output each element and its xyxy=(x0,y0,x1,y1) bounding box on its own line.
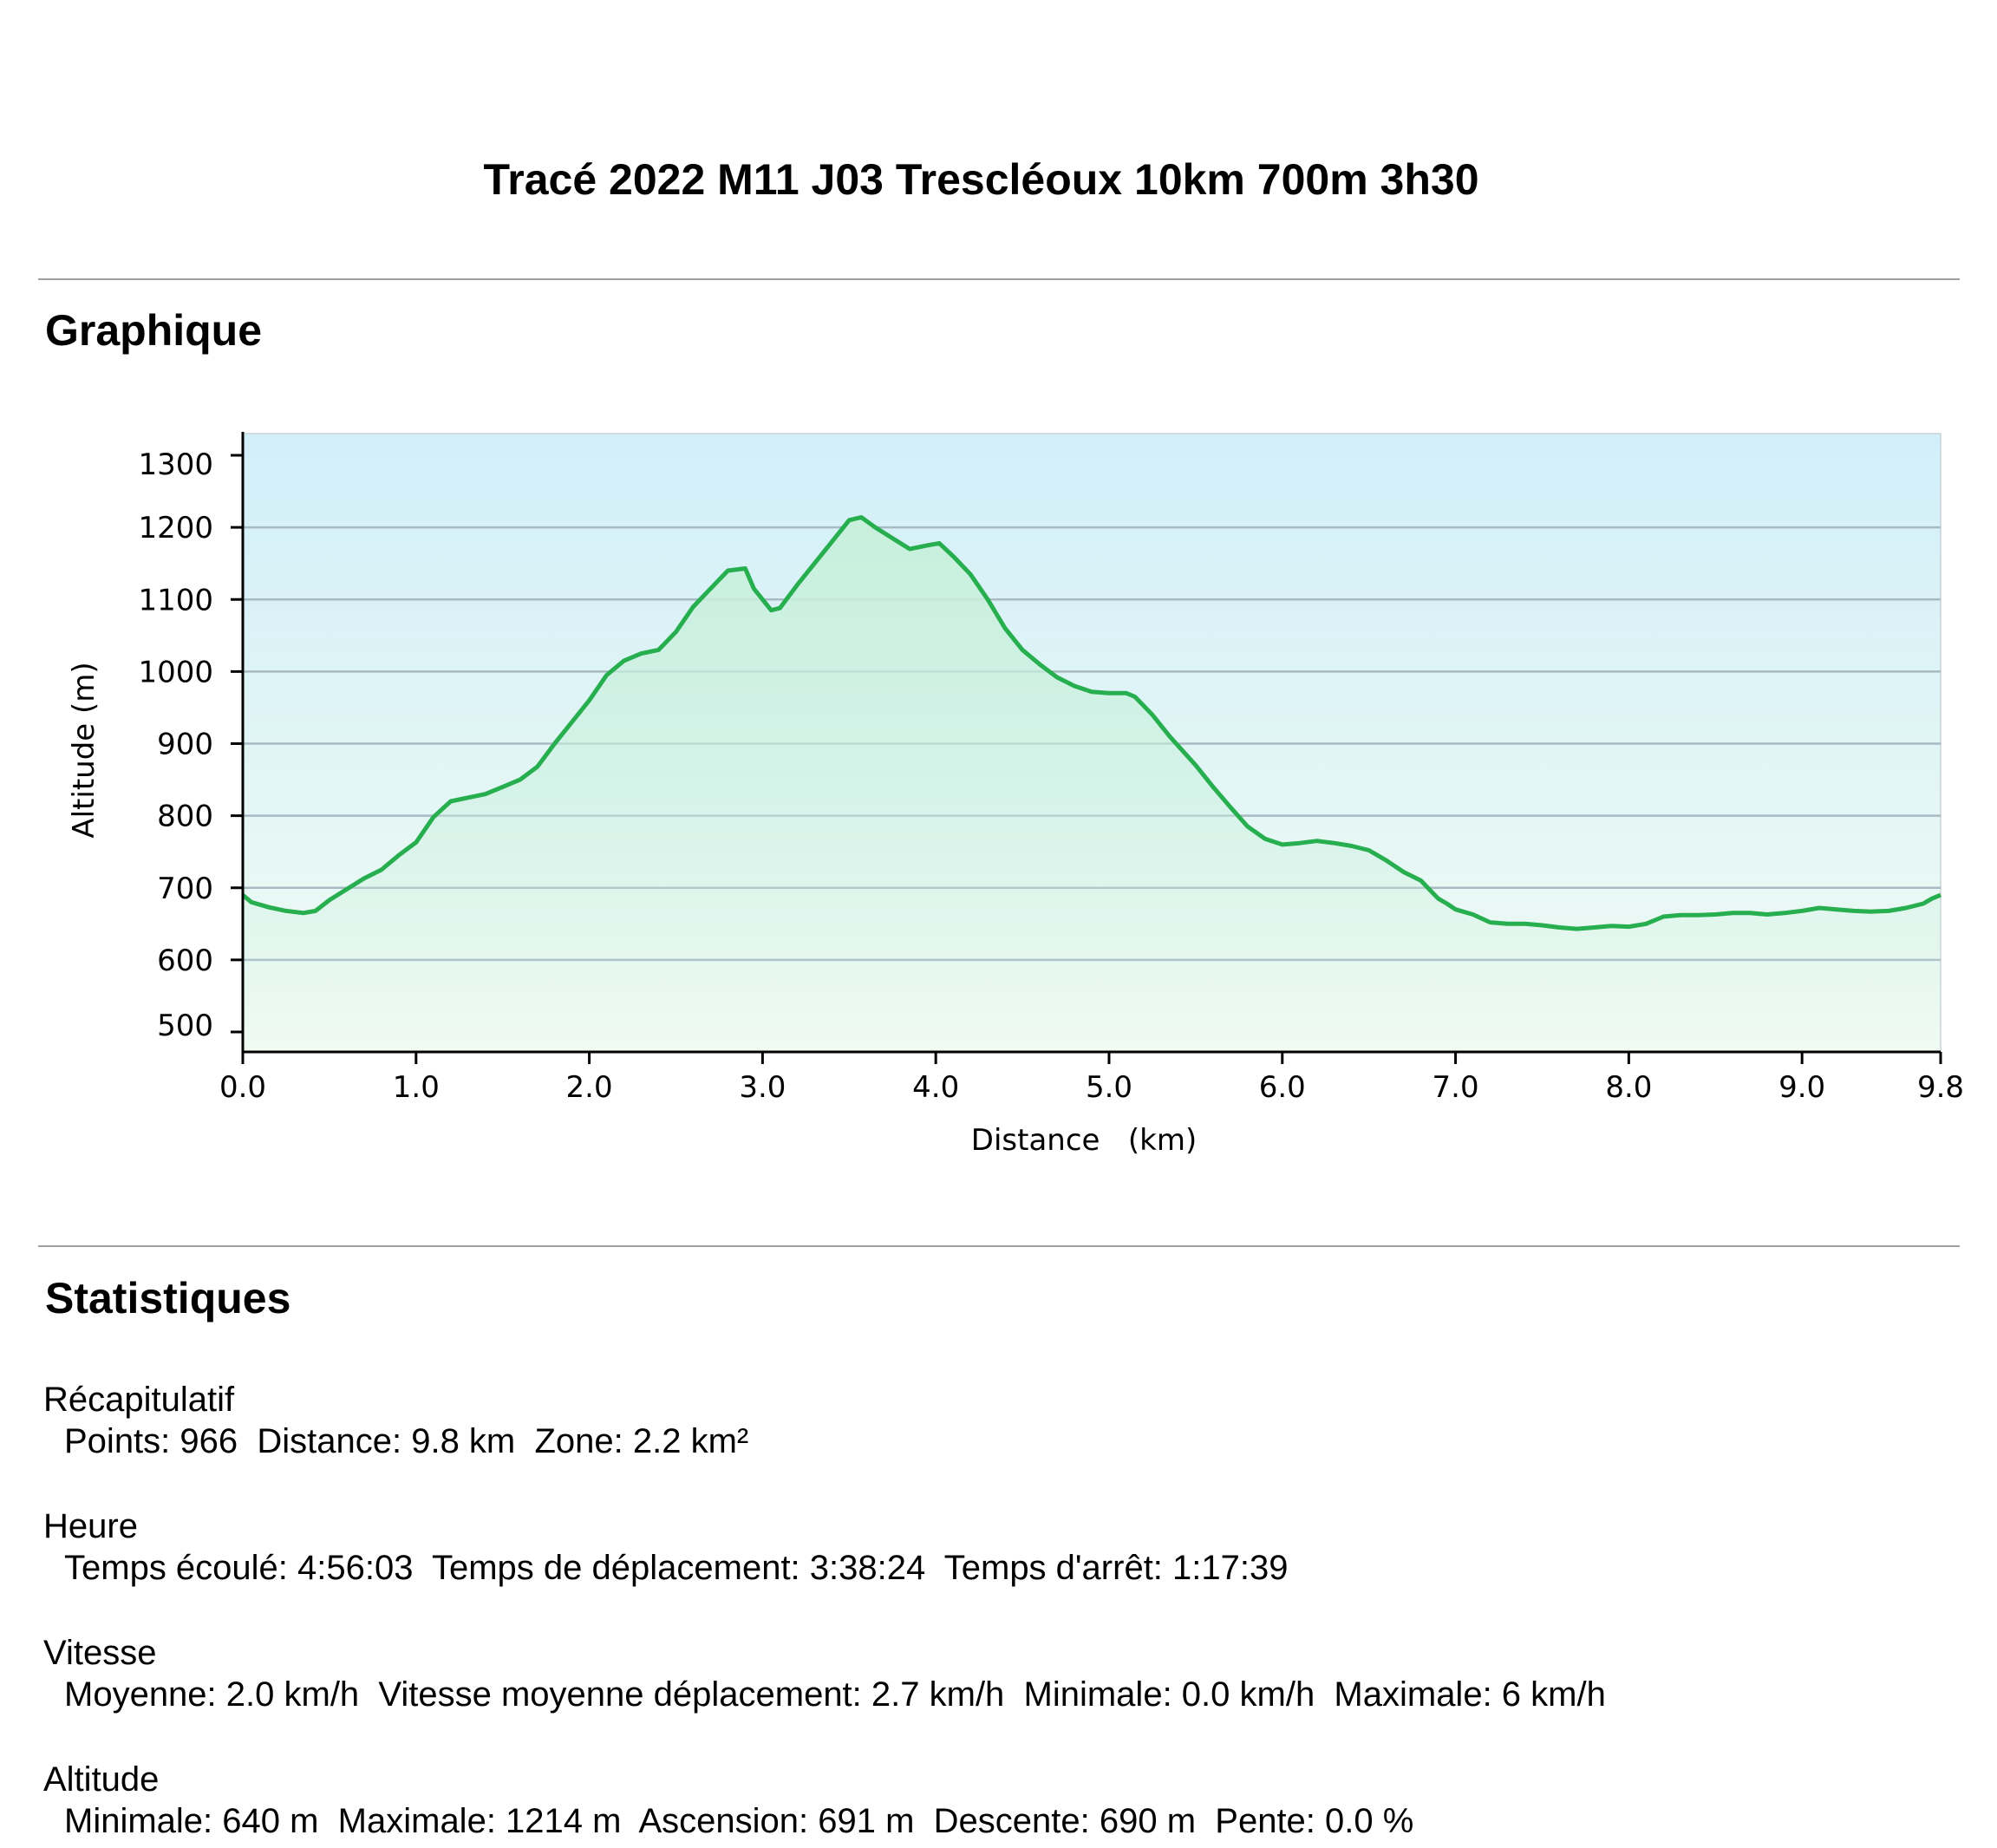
x-tick-label: 1.0 xyxy=(393,1070,440,1105)
section-title-stats: Statistiques xyxy=(45,1274,291,1322)
y-tick-label: 1000 xyxy=(138,655,213,689)
y-axis-ticks: 500 600 700 800 900 1000 1100 1200 1300 xyxy=(138,447,243,1043)
x-tick-label: 5.0 xyxy=(1086,1070,1132,1105)
x-tick-label: 7.0 xyxy=(1432,1070,1479,1105)
y-tick-label: 900 xyxy=(157,728,213,762)
section-title-graph: Graphique xyxy=(45,306,263,355)
y-tick-label: 1100 xyxy=(138,583,213,617)
divider xyxy=(38,1245,1960,1247)
stat-heading-speed: Vitesse xyxy=(43,1634,157,1672)
elevation-chart: 0.0 1.0 2.0 3.0 4.0 5.0 6.0 7.0 8.0 9.0 9.8 500 600… xyxy=(67,432,1964,1158)
stat-heading-recap: Récapitulatif xyxy=(43,1381,235,1419)
y-tick-label: 1300 xyxy=(138,447,213,482)
x-tick-label: 4.0 xyxy=(912,1070,959,1105)
elevation-line xyxy=(241,515,1942,931)
x-axis-label: Distance (km) xyxy=(971,1123,1197,1158)
stat-heading-time: Heure xyxy=(43,1507,138,1545)
x-tick-label: 2.0 xyxy=(566,1070,613,1105)
x-tick-label: 0.0 xyxy=(219,1070,266,1105)
stat-line-recap: Points: 966 Distance: 9.8 km Zone: 2.2 k… xyxy=(64,1422,749,1460)
y-axis-label: Altitude (m) xyxy=(67,662,101,838)
y-tick-label: 600 xyxy=(157,944,213,978)
y-tick-label: 500 xyxy=(157,1009,213,1043)
stat-heading-altitude: Altitude xyxy=(43,1760,160,1799)
document-title: Tracé 2022 M11 J03 Trescléoux 10km 700m … xyxy=(483,155,1479,204)
x-tick-label: 9.0 xyxy=(1778,1070,1825,1105)
y-tick-label: 700 xyxy=(157,872,213,906)
y-tick-label: 1200 xyxy=(138,511,213,545)
x-tick-label: 8.0 xyxy=(1605,1070,1652,1105)
elevation-area xyxy=(243,517,1941,1052)
x-axis-ticks: 0.0 1.0 2.0 3.0 4.0 5.0 6.0 7.0 8.0 9.0 9.8 xyxy=(219,1052,1964,1105)
stat-line-time: Temps écoulé: 4:56:03 Temps de déplaceme… xyxy=(64,1549,1289,1587)
x-tick-label: 6.0 xyxy=(1259,1070,1306,1105)
x-tick-label: 9.8 xyxy=(1917,1070,1964,1105)
divider xyxy=(38,278,1960,280)
stat-line-speed: Moyenne: 2.0 km/h Vitesse moyenne déplac… xyxy=(64,1675,1606,1714)
y-tick-label: 800 xyxy=(157,800,213,834)
x-tick-label: 3.0 xyxy=(739,1070,786,1105)
axes xyxy=(241,432,1941,1054)
stat-line-altitude: Minimale: 640 m Maximale: 1214 m Ascensi… xyxy=(64,1802,1414,1840)
